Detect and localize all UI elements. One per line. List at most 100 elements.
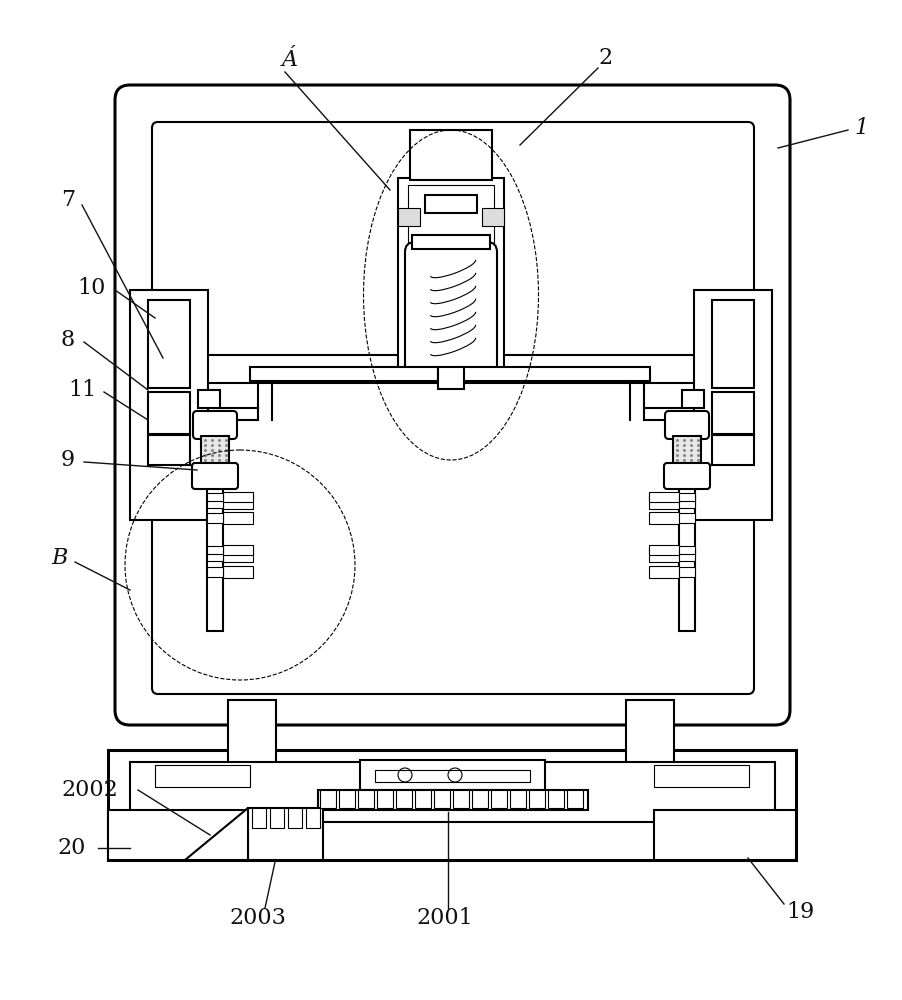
Bar: [223, 545, 253, 555]
Bar: [163, 355, 743, 383]
FancyBboxPatch shape: [405, 242, 497, 377]
Bar: [396, 790, 412, 808]
Bar: [306, 808, 320, 828]
Bar: [425, 195, 477, 213]
Bar: [472, 790, 488, 808]
Bar: [270, 808, 284, 828]
Text: 2: 2: [598, 47, 612, 69]
Bar: [207, 496, 223, 508]
Bar: [649, 512, 679, 524]
Bar: [482, 208, 504, 226]
Text: 10: 10: [78, 277, 106, 299]
Text: 8: 8: [60, 329, 75, 351]
Bar: [108, 750, 796, 860]
Text: 1: 1: [855, 117, 869, 139]
Bar: [360, 760, 545, 790]
Bar: [654, 810, 796, 860]
Bar: [712, 435, 754, 465]
Bar: [252, 808, 266, 828]
Bar: [694, 290, 772, 520]
Text: Á: Á: [282, 49, 298, 71]
Text: 2001: 2001: [417, 907, 474, 929]
FancyBboxPatch shape: [192, 463, 238, 489]
Bar: [320, 790, 336, 808]
Bar: [223, 495, 253, 509]
Bar: [548, 790, 564, 808]
Bar: [198, 390, 220, 408]
Bar: [201, 436, 229, 466]
Bar: [679, 567, 695, 577]
Bar: [148, 435, 190, 465]
Bar: [223, 548, 253, 562]
FancyBboxPatch shape: [193, 411, 237, 439]
Bar: [649, 548, 679, 562]
Bar: [649, 545, 679, 555]
Bar: [207, 567, 223, 577]
Polygon shape: [185, 808, 248, 860]
Bar: [398, 178, 504, 373]
Bar: [679, 496, 695, 508]
FancyBboxPatch shape: [665, 411, 709, 439]
Bar: [567, 790, 583, 808]
Bar: [682, 390, 704, 408]
Bar: [130, 762, 775, 822]
Bar: [318, 790, 588, 810]
Bar: [649, 495, 679, 509]
Bar: [148, 392, 190, 434]
Bar: [438, 367, 464, 389]
Bar: [410, 130, 492, 180]
Bar: [679, 493, 695, 501]
Bar: [453, 790, 469, 808]
Bar: [375, 770, 530, 782]
Bar: [130, 290, 208, 520]
Bar: [207, 513, 223, 523]
Bar: [207, 486, 223, 631]
Bar: [207, 493, 223, 501]
Bar: [223, 492, 253, 502]
Bar: [223, 512, 253, 524]
Bar: [434, 790, 450, 808]
Bar: [398, 208, 420, 226]
Text: 20: 20: [58, 837, 87, 859]
Text: B: B: [51, 547, 69, 569]
Bar: [148, 300, 190, 388]
Bar: [673, 436, 701, 466]
Text: 19: 19: [786, 901, 815, 923]
Bar: [679, 549, 695, 561]
Text: 11: 11: [68, 379, 97, 401]
Bar: [529, 790, 545, 808]
Text: 7: 7: [61, 189, 75, 211]
Bar: [228, 700, 276, 770]
Bar: [626, 700, 674, 770]
Bar: [207, 546, 223, 554]
Bar: [491, 790, 507, 808]
Bar: [649, 492, 679, 502]
Bar: [108, 810, 250, 860]
Bar: [649, 566, 679, 578]
FancyBboxPatch shape: [152, 122, 754, 694]
Bar: [462, 367, 650, 381]
Bar: [339, 790, 355, 808]
Bar: [412, 235, 490, 249]
Bar: [654, 765, 749, 787]
Bar: [510, 790, 526, 808]
Text: 2003: 2003: [230, 907, 287, 929]
Bar: [358, 790, 374, 808]
Text: 9: 9: [61, 449, 75, 471]
Bar: [288, 808, 302, 828]
FancyBboxPatch shape: [115, 85, 790, 725]
Text: 2002: 2002: [61, 779, 118, 801]
Bar: [408, 185, 494, 365]
Bar: [679, 486, 695, 631]
Bar: [415, 790, 431, 808]
FancyBboxPatch shape: [664, 463, 710, 489]
Bar: [248, 808, 323, 860]
Bar: [155, 765, 250, 787]
Bar: [712, 392, 754, 434]
Bar: [712, 300, 754, 388]
Bar: [223, 566, 253, 578]
Bar: [250, 367, 438, 381]
Bar: [207, 549, 223, 561]
Bar: [377, 790, 393, 808]
Bar: [679, 513, 695, 523]
